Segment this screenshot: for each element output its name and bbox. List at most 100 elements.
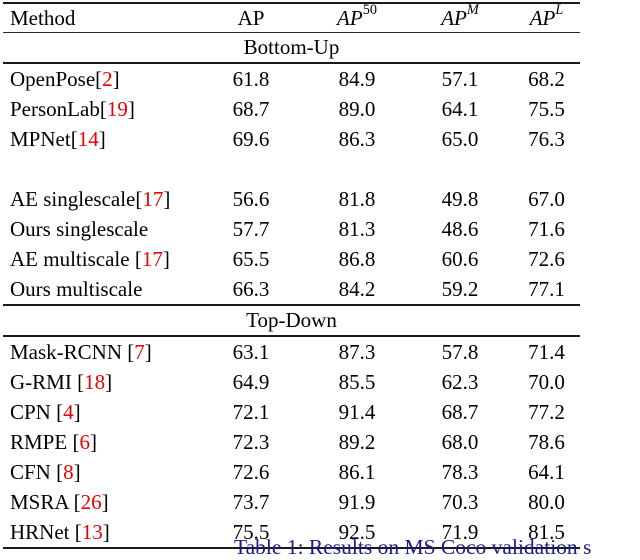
citation-bracket-open: [	[135, 186, 143, 211]
citation-link[interactable]: 17	[142, 186, 164, 211]
method-cell: MSRA [26]	[3, 487, 195, 517]
header-row: Method AP AP50 APM APL	[3, 2, 580, 33]
method-cell: HRNet [13]	[3, 517, 195, 549]
cell-apm: 57.8	[441, 339, 479, 364]
method-name: G-RMI	[10, 369, 78, 394]
citation-bracket-close: ]	[112, 66, 120, 91]
cell-ap: 69.6	[232, 126, 270, 151]
citation-link[interactable]: 2	[102, 66, 113, 91]
citation-bracket-open: [	[56, 459, 64, 484]
cell-ap50: 91.4	[338, 399, 376, 424]
cell-ap: 73.7	[232, 489, 270, 514]
citation-link[interactable]: 13	[81, 519, 103, 544]
citation-bracket-close: ]	[127, 96, 135, 121]
paper-table-region: Method AP AP50 APM APL Bottom-Up OpenPos…	[3, 2, 580, 549]
citation-link[interactable]: 6	[79, 429, 90, 454]
cell-ap50: 81.8	[338, 186, 376, 211]
method-name: MPNet	[10, 126, 71, 151]
citation-bracket-close: ]	[73, 459, 81, 484]
cell-ap: 61.8	[232, 66, 270, 91]
citation-bracket-open: [	[127, 339, 135, 364]
table-row: MSRA [26] 73.7 91.9 70.3 80.0	[3, 487, 580, 517]
citation-bracket-close: ]	[102, 519, 110, 544]
cell-ap: 66.3	[232, 276, 270, 301]
table-row: AE multiscale [17] 65.5 86.8 60.6 72.6	[3, 244, 580, 274]
cell-apm: 48.6	[441, 216, 479, 241]
method-name: Mask-RCNN	[10, 339, 128, 364]
citation-link[interactable]: 4	[63, 399, 74, 424]
cell-apm: 57.1	[441, 66, 479, 91]
cell-ap50: 86.1	[338, 459, 376, 484]
method-name: RMPE	[10, 429, 73, 454]
section-label-top-down: Top-Down	[3, 304, 580, 337]
table-row: MPNet[14] 69.6 86.3 65.0 76.3	[3, 124, 580, 154]
spacer-row	[3, 154, 580, 184]
cell-ap50: 85.5	[338, 369, 376, 394]
table-row: OpenPose[2] 61.8 84.9 57.1 68.2	[3, 63, 580, 94]
column-header-apm: APM	[407, 2, 513, 33]
column-header-method: Method	[3, 2, 195, 33]
citation-bracket-open: [	[77, 369, 85, 394]
table-row: HRNet [13] 75.5 92.5 71.9 81.5	[3, 517, 580, 549]
cell-apl: 77.2	[528, 399, 565, 424]
method-name: AE multiscale	[10, 246, 135, 271]
method-cell: AE singlescale[17]	[3, 184, 195, 214]
citation-bracket-close: ]	[105, 369, 113, 394]
citation-bracket-open: [	[73, 489, 81, 514]
method-name: HRNet	[10, 519, 75, 544]
cell-apl: 67.0	[528, 186, 565, 211]
cell-ap50: 91.9	[338, 489, 376, 514]
method-cell: PersonLab[19]	[3, 94, 195, 124]
cell-ap: 72.1	[232, 399, 270, 424]
cell-ap: 57.7	[232, 216, 270, 241]
table-row: Mask-RCNN [7] 63.1 87.3 57.8 71.4	[3, 336, 580, 367]
method-cell: Mask-RCNN [7]	[3, 336, 195, 367]
column-header-ap: AP	[195, 2, 307, 33]
cell-apl: 80.0	[528, 489, 565, 514]
table-row: AE singlescale[17] 56.6 81.8 49.8 67.0	[3, 184, 580, 214]
ap50-superscript: 50	[362, 2, 377, 19]
cell-ap: 72.3	[232, 429, 270, 454]
citation-link[interactable]: 17	[141, 246, 163, 271]
cell-apm: 78.3	[441, 459, 479, 484]
cell-ap50: 89.2	[338, 429, 376, 454]
citation-link[interactable]: 19	[106, 96, 128, 121]
cell-apl: 64.1	[528, 459, 565, 484]
citation-bracket-close: ]	[89, 429, 97, 454]
citation-bracket-close: ]	[163, 186, 171, 211]
cell-ap: 65.5	[232, 246, 270, 271]
cell-apl: 70.0	[528, 369, 565, 394]
table-caption: Table 1: Results on MS Coco validation s	[234, 535, 592, 559]
method-name: Ours multiscale	[10, 276, 143, 301]
citation-bracket-close: ]	[73, 399, 81, 424]
citation-bracket-open: [	[99, 96, 107, 121]
citation-link[interactable]: 18	[84, 369, 106, 394]
cell-apl: 71.4	[528, 339, 565, 364]
method-cell: OpenPose[2]	[3, 63, 195, 94]
citation-link[interactable]: 26	[80, 489, 102, 514]
citation-bracket-open: [	[72, 429, 80, 454]
cell-apl: 75.5	[528, 96, 565, 121]
cell-ap50: 84.9	[338, 66, 376, 91]
cell-apm: 70.3	[441, 489, 479, 514]
cell-ap: 75.5	[195, 517, 307, 549]
table-row: CPN [4] 72.1 91.4 68.7 77.2	[3, 397, 580, 427]
citation-bracket-open: [	[95, 66, 103, 91]
cell-ap: 63.1	[232, 339, 270, 364]
citation-link[interactable]: 7	[134, 339, 145, 364]
method-name: OpenPose	[10, 66, 96, 91]
method-cell: Ours multiscale	[3, 274, 195, 305]
method-name: CPN	[10, 399, 57, 424]
cell-ap50: 86.3	[338, 126, 376, 151]
citation-link[interactable]: 8	[63, 459, 74, 484]
cell-apm: 60.6	[441, 246, 479, 271]
cell-ap50: 87.3	[338, 339, 376, 364]
cell-apl: 77.1	[528, 276, 565, 301]
citation-bracket-open: [	[56, 399, 64, 424]
cell-ap: 64.9	[232, 369, 270, 394]
method-name: Ours singlescale	[10, 216, 149, 241]
cell-apl: 81.5	[513, 517, 580, 549]
ap50-label: AP	[337, 5, 363, 30]
citation-link[interactable]: 14	[77, 126, 99, 151]
citation-bracket-close: ]	[144, 339, 152, 364]
